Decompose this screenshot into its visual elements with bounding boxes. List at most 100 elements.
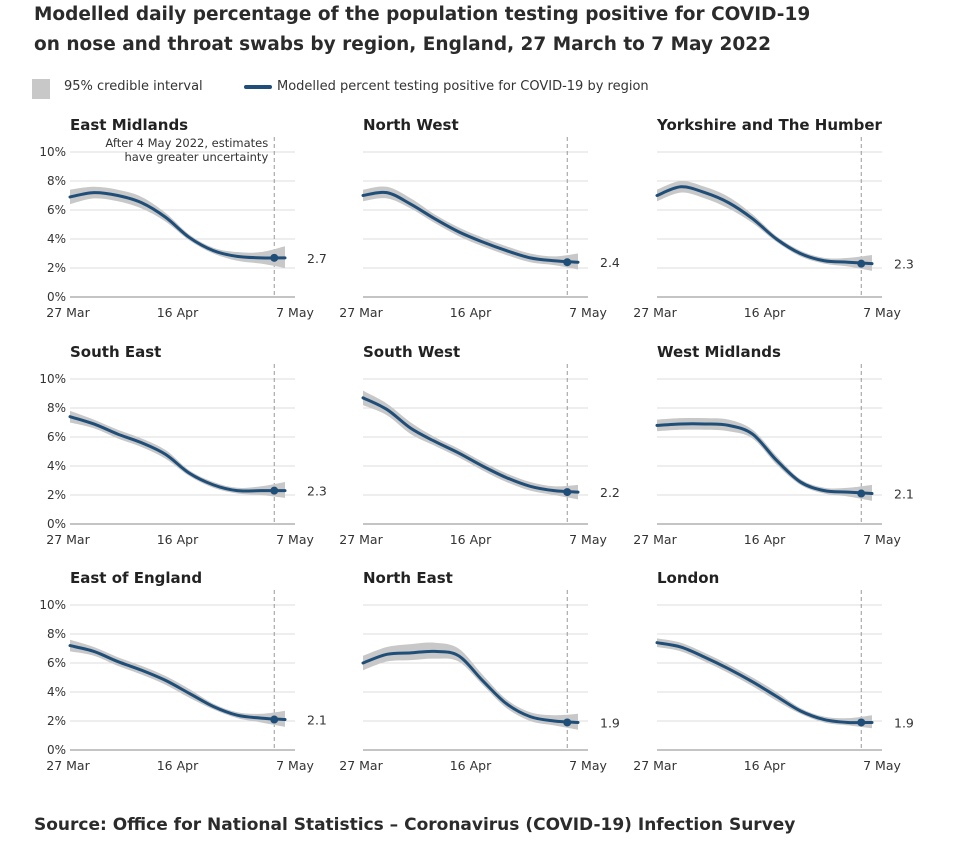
end-point	[857, 259, 866, 268]
end-value-label: 2.7	[307, 251, 327, 266]
panel-london: London 27 Mar 16 Apr 7 May 1.9	[633, 569, 914, 773]
x-tick-label: 16 Apr	[157, 305, 199, 320]
end-value-label: 1.9	[600, 715, 620, 730]
end-point	[270, 486, 279, 495]
uncertainty-annotation: After 4 May 2022, estimates	[105, 136, 268, 150]
end-point	[857, 718, 866, 727]
x-tick-label: 16 Apr	[744, 532, 786, 547]
panel-title: West Midlands	[657, 343, 781, 361]
panel-title: East Midlands	[70, 116, 188, 134]
x-tick-label: 7 May	[276, 532, 314, 547]
x-tick-label: 27 Mar	[46, 758, 90, 773]
estimate-line	[655, 641, 874, 725]
y-tick-label: 6%	[47, 203, 66, 217]
end-value-label: 1.9	[894, 715, 914, 730]
credible-interval-band	[657, 638, 872, 729]
panel-title: North East	[363, 569, 453, 587]
y-tick-label: 4%	[47, 232, 66, 246]
panel-title: North West	[363, 116, 459, 134]
y-tick-label: 4%	[47, 459, 66, 473]
end-value-label: 2.3	[894, 257, 914, 272]
x-tick-label: 27 Mar	[339, 532, 383, 547]
estimate-line	[68, 644, 287, 722]
panel-west-midlands: West Midlands 27 Mar 16 Apr 7 May 2.1	[633, 343, 914, 547]
y-tick-label: 8%	[47, 174, 66, 188]
x-tick-label: 16 Apr	[450, 305, 492, 320]
y-tick-label: 10%	[39, 598, 66, 612]
x-tick-label: 16 Apr	[744, 305, 786, 320]
credible-interval-band	[363, 390, 578, 500]
end-point	[563, 258, 572, 267]
x-tick-label: 16 Apr	[450, 758, 492, 773]
end-value-label: 2.2	[600, 485, 620, 500]
end-value-label: 2.3	[307, 484, 327, 499]
credible-interval-band	[70, 410, 285, 498]
chart-title: Modelled daily percentage of the populat…	[34, 0, 934, 60]
estimate-line	[655, 185, 874, 266]
x-tick-label: 27 Mar	[339, 305, 383, 320]
panel-yorkshire-and-the-humber: Yorkshire and The Humber 27 Mar 16 Apr 7 Ma…	[633, 116, 914, 320]
y-tick-label: 10%	[39, 372, 66, 386]
y-tick-label: 10%	[39, 145, 66, 159]
panel-south-west: South West 27 Mar 16 Apr 7 May 2.2	[339, 343, 620, 547]
credible-interval-band	[70, 639, 285, 727]
legend-line-label: Modelled percent testing positive for CO…	[277, 79, 649, 94]
legend: 95% credible interval Modelled percent t…	[32, 77, 932, 101]
y-tick-label: 8%	[47, 627, 66, 641]
estimate-line	[361, 396, 580, 494]
y-tick-label: 0%	[47, 517, 66, 531]
x-tick-label: 16 Apr	[450, 532, 492, 547]
end-point	[563, 488, 572, 497]
y-tick-label: 6%	[47, 430, 66, 444]
x-tick-label: 27 Mar	[46, 532, 90, 547]
x-tick-label: 7 May	[569, 305, 607, 320]
panel-title: East of England	[70, 569, 202, 587]
x-tick-label: 27 Mar	[339, 758, 383, 773]
end-value-label: 2.4	[600, 255, 620, 270]
estimate-line	[68, 415, 287, 493]
estimate-line	[655, 422, 874, 496]
y-tick-label: 8%	[47, 401, 66, 415]
x-tick-label: 7 May	[863, 758, 901, 773]
estimate-line	[361, 190, 580, 264]
y-tick-label: 2%	[47, 488, 66, 502]
end-point	[857, 489, 866, 498]
x-tick-label: 16 Apr	[157, 532, 199, 547]
y-tick-label: 0%	[47, 743, 66, 757]
x-tick-label: 7 May	[276, 758, 314, 773]
y-tick-label: 2%	[47, 714, 66, 728]
x-tick-label: 16 Apr	[744, 758, 786, 773]
end-value-label: 2.1	[894, 487, 914, 502]
panel-title: South East	[70, 343, 161, 361]
legend-line-swatch	[244, 85, 272, 89]
x-tick-label: 27 Mar	[46, 305, 90, 320]
x-tick-label: 7 May	[569, 758, 607, 773]
y-tick-label: 2%	[47, 261, 66, 275]
x-tick-label: 7 May	[569, 532, 607, 547]
x-tick-label: 7 May	[863, 305, 901, 320]
panel-south-east: South East 0% 2% 4% 6% 8% 10% 27 Mar 16 Apr 7 May…	[39, 343, 327, 547]
panel-north-west: North West 27 Mar 16 Apr 7 May 2.4	[339, 116, 620, 320]
x-tick-label: 27 Mar	[633, 758, 677, 773]
x-tick-label: 7 May	[863, 532, 901, 547]
y-tick-label: 4%	[47, 685, 66, 699]
source-note: Source: Office for National Statistics –…	[34, 815, 796, 835]
credible-interval-band	[657, 180, 872, 271]
x-tick-label: 27 Mar	[633, 532, 677, 547]
end-value-label: 2.1	[307, 713, 327, 728]
uncertainty-annotation: have greater uncertainty	[124, 150, 268, 164]
credible-interval-band	[363, 186, 578, 270]
y-tick-label: 6%	[47, 656, 66, 670]
chart-title-line-2: on nose and throat swabs by region, Engl…	[34, 34, 771, 55]
panel-north-east: North East 27 Mar 16 Apr 7 May 1.9	[339, 569, 620, 773]
panel-title: Yorkshire and The Humber	[656, 116, 883, 134]
end-point	[563, 718, 572, 727]
chart-title-line-1: Modelled daily percentage of the populat…	[34, 4, 811, 25]
credible-interval-band	[657, 417, 872, 501]
panel-east-of-england: East of England 0% 2% 4% 6% 8% 10% 27 Mar 16 Apr…	[39, 569, 327, 773]
credible-interval-band	[363, 642, 578, 730]
x-tick-label: 7 May	[276, 305, 314, 320]
legend-ci-label: 95% credible interval	[64, 79, 203, 94]
legend-ci-swatch	[32, 79, 50, 99]
